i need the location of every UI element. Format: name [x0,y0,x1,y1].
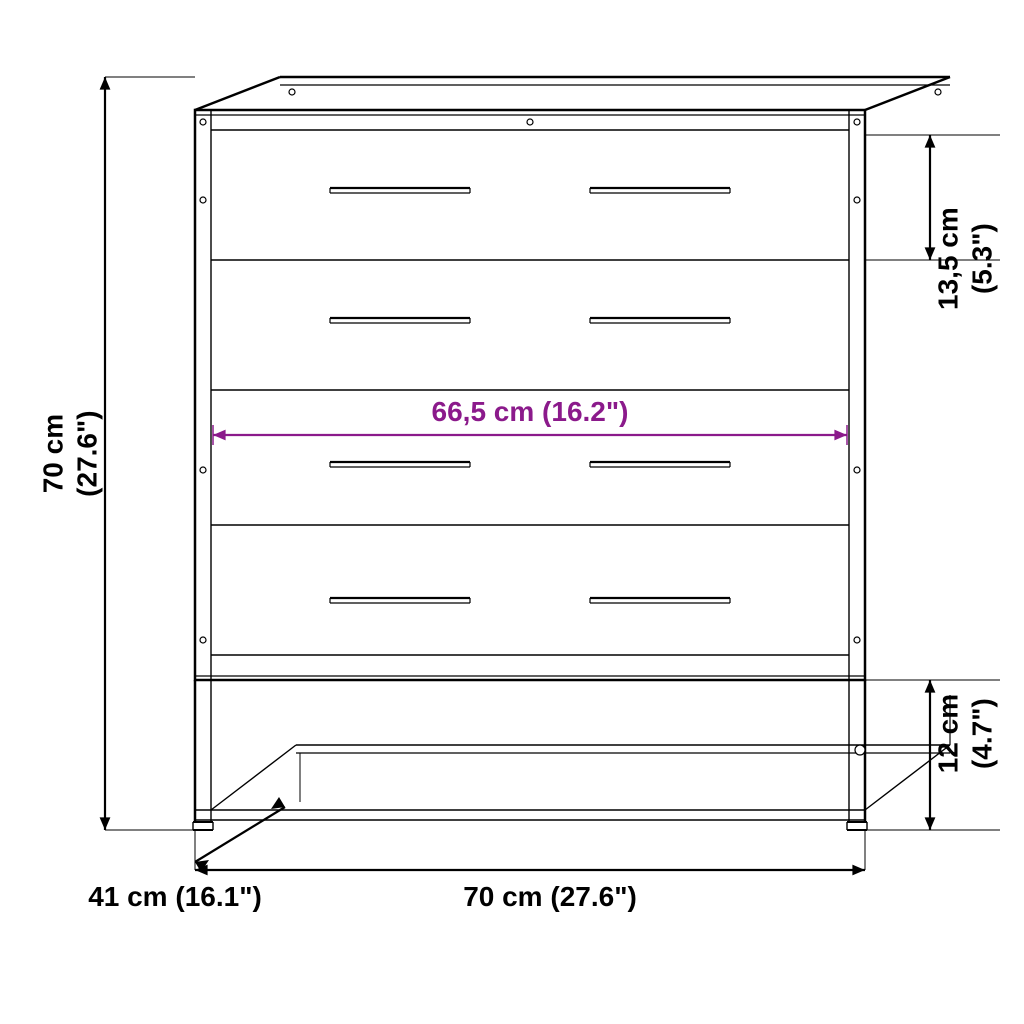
dim-width-in: (27.6") [550,881,636,912]
dim-depth-cm: 41 cm [88,881,167,912]
dim-depth: 41 cm (16.1") [50,880,300,914]
dim-drawer-height-cm: 13,5 cm [932,207,963,310]
dim-depth-in: (16.1") [175,881,261,912]
dim-drawer-width-in: (16.2") [542,396,628,427]
dim-height-cm: 70 cm [37,414,68,493]
dim-width-cm: 70 cm [463,881,542,912]
dim-drawer-height-in: (5.3") [966,223,997,294]
dim-drawer-height: 13,5 cm (5.3") [931,164,998,354]
dim-height: 70 cm (27.6") [36,374,103,534]
dim-leg-height-in: (4.7") [966,698,997,769]
dim-height-in: (27.6") [71,410,102,496]
dim-width: 70 cm (27.6") [400,880,700,914]
dim-drawer-width: 66,5 cm (16.2") [370,395,690,429]
dim-drawer-width-cm: 66,5 cm [432,396,535,427]
dim-leg-height-cm: 12 cm [932,694,963,773]
dim-leg-height: 12 cm (4.7") [931,649,998,819]
